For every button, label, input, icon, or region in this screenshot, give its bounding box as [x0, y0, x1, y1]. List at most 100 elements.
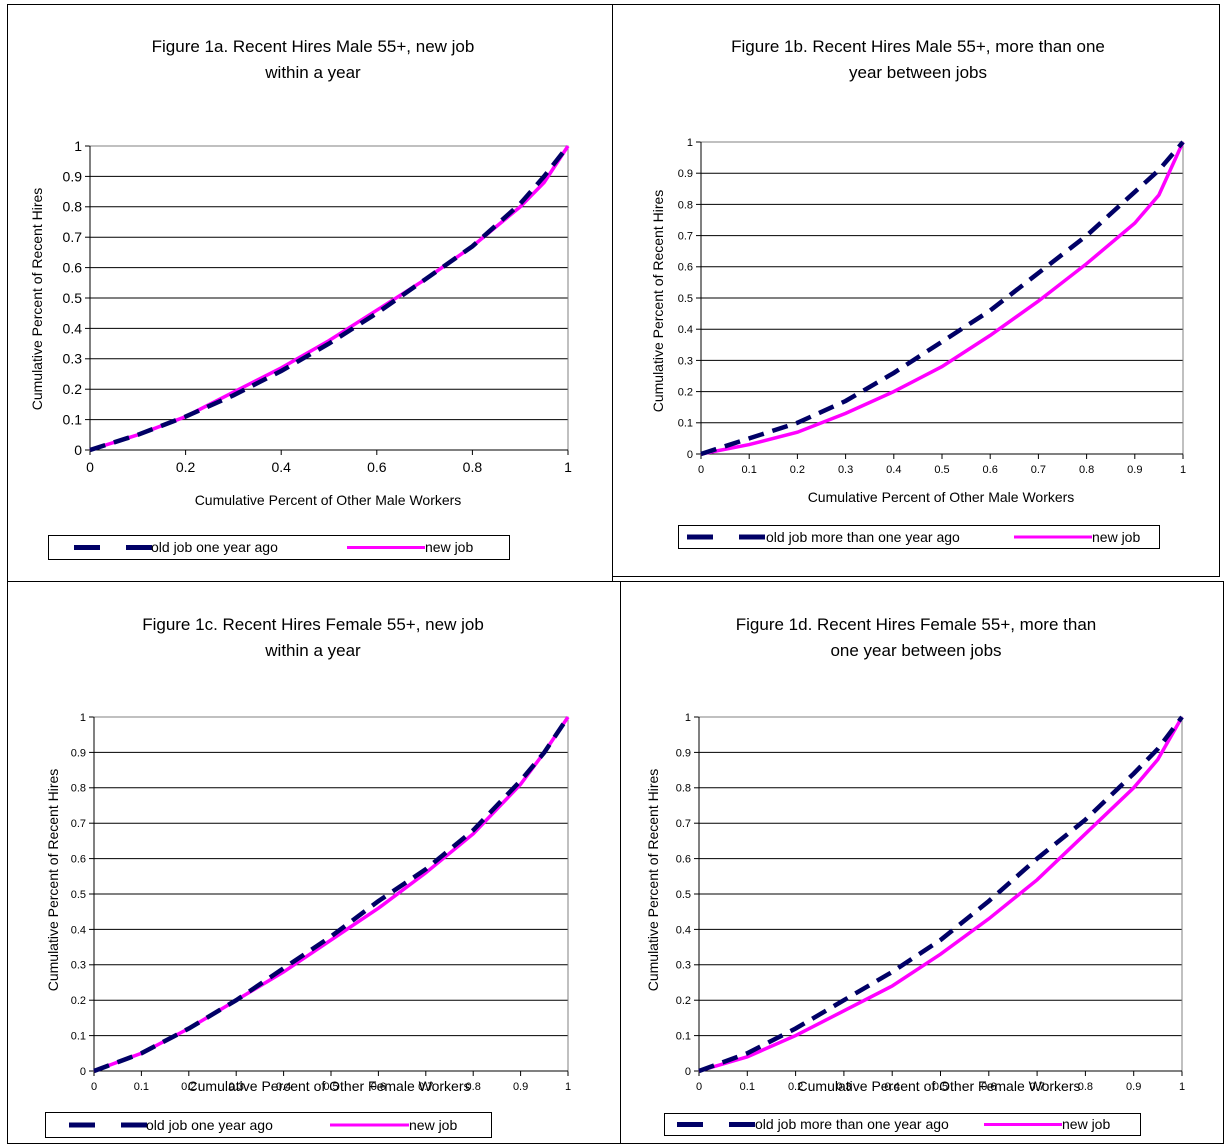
x-axis-label: Cumulative Percent of Other Female Worke… — [187, 1078, 471, 1094]
chart-title-line-1: Figure 1c. Recent Hires Female 55+, new … — [142, 615, 484, 634]
y-tick-label: 0.9 — [63, 168, 83, 184]
x-tick-label: 0.8 — [1079, 464, 1094, 476]
y-tick-label: 0.7 — [676, 818, 691, 830]
x-tick-label: 1 — [564, 459, 572, 475]
y-tick-label: 0.4 — [71, 924, 86, 936]
x-tick-label: 0.3 — [838, 464, 853, 476]
legend-label-old-job: old job more than one year ago — [755, 1116, 949, 1132]
x-tick-label: 0.5 — [323, 1081, 338, 1093]
y-tick-label: 0.2 — [63, 381, 83, 397]
y-tick-label: 0 — [74, 442, 82, 458]
x-tick-label: 0 — [86, 459, 94, 475]
chart-legend: old job one year ago new job — [45, 1112, 492, 1138]
x-tick-label: 0.9 — [1127, 464, 1142, 476]
y-tick-label: 0.5 — [676, 889, 691, 901]
y-tick-label: 0 — [80, 1066, 86, 1078]
y-tick-label: 1 — [685, 712, 691, 724]
y-tick-label: 0 — [685, 1066, 691, 1078]
y-tick-label: 0.2 — [678, 386, 693, 398]
chart-title-line-1: Figure 1a. Recent Hires Male 55+, new jo… — [151, 37, 475, 56]
x-tick-label: 0.4 — [276, 1081, 291, 1093]
x-tick-label: 0.6 — [371, 1081, 386, 1093]
series-line-old-job — [89, 144, 570, 453]
x-axis-label: Cumulative Percent of Other Male Workers — [194, 492, 462, 508]
chart-legend: old job more than one year ago new job — [664, 1113, 1141, 1136]
x-tick-label: 1 — [565, 1081, 571, 1093]
chart-title: Figure 1c. Recent Hires Female 55+, new … — [68, 612, 558, 664]
y-tick-label: 0.6 — [63, 260, 83, 276]
chart-title-line-1: Figure 1b. Recent Hires Male 55+, more t… — [731, 37, 1105, 56]
y-tick-label: 0.1 — [678, 418, 693, 430]
y-tick-label: 0.6 — [71, 853, 86, 865]
x-tick-label: 0.5 — [933, 1081, 948, 1093]
y-tick-label: 0.4 — [678, 324, 693, 336]
x-axis-label: Cumulative Percent of Other Female Worke… — [797, 1078, 1081, 1094]
series-line-old-job — [93, 715, 570, 1074]
y-tick-label: 0.8 — [71, 783, 86, 795]
chart-title: Figure 1a. Recent Hires Male 55+, new jo… — [68, 34, 558, 86]
x-tick-label: 0.4 — [885, 1081, 900, 1093]
x-axis-label: Cumulative Percent of Other Male Workers — [807, 489, 1075, 505]
legend-label-new-job: new job — [425, 539, 474, 555]
x-tick-label: 0.8 — [1078, 1081, 1093, 1093]
chart-title-line-1: Figure 1d. Recent Hires Female 55+, more… — [735, 615, 1097, 634]
x-tick-label: 0.1 — [134, 1081, 149, 1093]
y-tick-label: 0.7 — [71, 818, 86, 830]
chart-title-line-2: year between jobs — [849, 63, 987, 82]
y-tick-label: 0.6 — [678, 262, 693, 274]
chart-title-line-2: within a year — [265, 641, 361, 660]
x-tick-label: 1 — [1179, 1081, 1185, 1093]
chart-legend: old job more than one year ago new job — [678, 525, 1160, 549]
legend-keys — [677, 1122, 1062, 1127]
x-tick-label: 0.8 — [463, 459, 483, 475]
y-tick-label: 0.1 — [676, 1030, 691, 1042]
y-tick-label: 1 — [687, 137, 693, 149]
y-tick-label: 0.1 — [71, 1030, 86, 1042]
legend-label-old-job: old job one year ago — [146, 1117, 273, 1133]
y-tick-label: 0.5 — [71, 889, 86, 901]
series-line-new-job — [89, 145, 570, 452]
y-tick-label: 0.3 — [63, 351, 83, 367]
y-tick-label: 0.7 — [678, 230, 693, 242]
x-tick-label: 0 — [91, 1081, 97, 1093]
x-tick-label: 0.3 — [229, 1081, 244, 1093]
x-tick-label: 0.4 — [886, 464, 901, 476]
legend-keys — [69, 1122, 409, 1128]
series-line-new-job — [700, 141, 1185, 456]
x-tick-label: 0.4 — [271, 459, 291, 475]
chart-title-line-2: within a year — [265, 63, 361, 82]
y-tick-label: 0.3 — [678, 355, 693, 367]
legend-label-new-job: new job — [1062, 1116, 1111, 1132]
x-tick-label: 0.9 — [513, 1081, 528, 1093]
y-tick-label: 0.2 — [71, 995, 86, 1007]
x-tick-label: 0.1 — [742, 464, 757, 476]
y-tick-label: 0.1 — [63, 412, 83, 428]
legend-label-new-job: new job — [409, 1117, 458, 1133]
y-tick-label: 0 — [687, 449, 693, 461]
series-line-new-job — [698, 716, 1184, 1073]
chart-panel-1d: Figure 1d. Recent Hires Female 55+, more… — [620, 581, 1224, 1144]
y-tick-label: 0.9 — [678, 168, 693, 180]
y-tick-label: 0.9 — [676, 747, 691, 759]
y-tick-label: 0.2 — [676, 995, 691, 1007]
legend-keys — [74, 545, 425, 550]
y-tick-label: 0.4 — [676, 924, 691, 936]
y-tick-label: 0.8 — [676, 783, 691, 795]
y-axis-label: Cumulative Percent of Recent Hires — [645, 768, 661, 992]
legend-label-new-job: new job — [1092, 529, 1141, 545]
chart-title: Figure 1d. Recent Hires Female 55+, more… — [671, 612, 1161, 664]
y-tick-label: 1 — [74, 138, 82, 154]
legend-label-old-job: old job one year ago — [151, 539, 278, 555]
y-tick-label: 0.5 — [63, 290, 83, 306]
x-tick-label: 0.9 — [1126, 1081, 1141, 1093]
x-tick-label: 0.2 — [181, 1081, 196, 1093]
x-tick-label: 0 — [696, 1081, 702, 1093]
x-tick-label: 0.8 — [466, 1081, 481, 1093]
y-tick-label: 0.5 — [678, 293, 693, 305]
series-line-old-job — [698, 715, 1184, 1074]
series-line-new-job — [93, 716, 570, 1073]
x-tick-label: 0.5 — [934, 464, 949, 476]
x-tick-label: 0.2 — [790, 464, 805, 476]
y-axis-label: Cumulative Percent of Recent Hires — [29, 187, 45, 411]
chart-plot: 0 0.1 0.2 0.3 0.4 0.5 0.6 0.7 0.8 0.9 1 0 0.1 0.2 0.3 0… — [71, 712, 571, 1093]
